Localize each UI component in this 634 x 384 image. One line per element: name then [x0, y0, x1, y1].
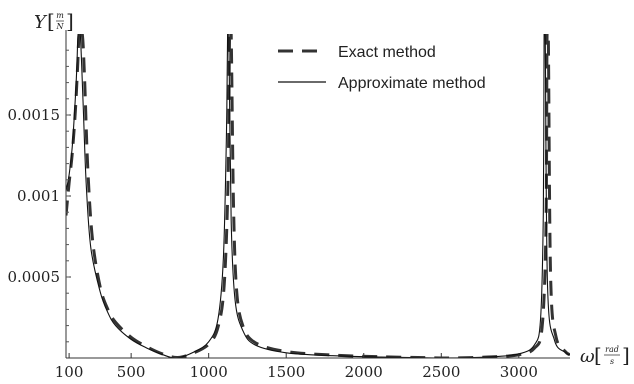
legend-label-approximate: Approximate method [338, 75, 486, 92]
series-line-approximate [66, 34, 570, 358]
x-ticks: 100 500 1000 1500 2000 2500 3000 [55, 353, 538, 381]
y-ticks: 0.0005 0.001 0.0015 [8, 49, 71, 343]
x-tick-label: 1000 [190, 363, 228, 381]
y-axis-unit-open-bracket: [ [47, 9, 55, 33]
y-tick-label: 0.001 [17, 187, 60, 205]
y-axis-symbol: Y [34, 12, 48, 33]
y-axis-unit-denominator: N [56, 22, 65, 31]
x-tick-label: 500 [117, 363, 146, 381]
x-axis-title: ω [ rad s ] [580, 343, 630, 367]
x-tick-label: 2000 [345, 363, 383, 381]
y-axis-unit-close-bracket: ] [66, 9, 74, 33]
x-tick-label: 2500 [422, 363, 460, 381]
curves-layer [66, 34, 570, 358]
x-axis-unit-close-bracket: ] [622, 343, 630, 367]
y-tick-label: 0.0015 [8, 106, 61, 124]
legend: Exact method Approximate method [278, 44, 486, 92]
x-axis-symbol: ω [580, 346, 595, 367]
y-axis-title: Y [ m N ] [34, 9, 74, 33]
legend-label-exact: Exact method [338, 44, 436, 61]
axes-layer [65, 30, 570, 359]
y-tick-label: 0.0005 [8, 268, 61, 286]
x-axis-unit-numerator: rad [605, 345, 619, 354]
x-tick-label: 1500 [267, 363, 305, 381]
x-tick-label: 3000 [500, 363, 538, 381]
x-axis-unit-open-bracket: [ [594, 343, 602, 367]
x-tick-label: 100 [55, 363, 84, 381]
y-axis-unit-numerator: m [56, 11, 64, 20]
series-line-exact [66, 34, 570, 358]
x-axis-unit-denominator: s [610, 357, 614, 366]
